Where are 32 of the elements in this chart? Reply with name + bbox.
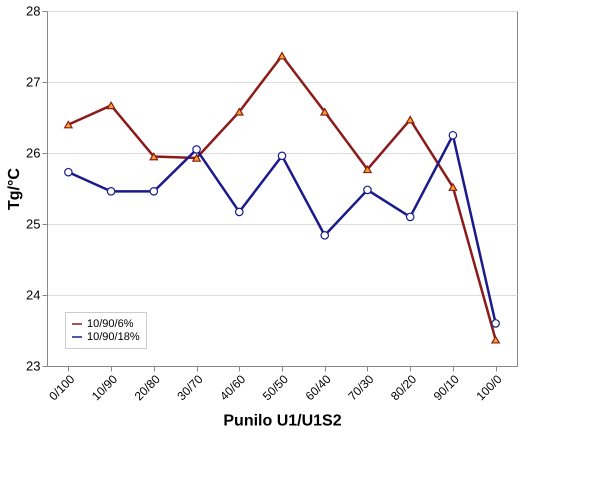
- point: [320, 231, 330, 240]
- point: [278, 52, 286, 60]
- point: [234, 108, 244, 116]
- point: [150, 187, 158, 196]
- legend-label: 10/90/18%: [87, 331, 140, 343]
- y-tick-label: 23: [26, 358, 40, 374]
- point: [448, 183, 458, 191]
- point: [192, 154, 201, 162]
- point: [106, 187, 116, 196]
- point: [320, 108, 330, 116]
- point: [64, 168, 73, 176]
- y-tick-label: 25: [26, 216, 40, 232]
- point: [448, 130, 458, 140]
- legend-label: 10/90/6%: [87, 318, 134, 330]
- point: [192, 145, 201, 154]
- y-tick-label: 24: [26, 288, 40, 302]
- point: [363, 186, 372, 194]
- point: [406, 116, 414, 124]
- point: [363, 166, 372, 174]
- point: [491, 336, 500, 344]
- y-tick-label: 27: [26, 74, 40, 90]
- point: [234, 208, 244, 216]
- point: [150, 152, 158, 160]
- point: [106, 102, 116, 110]
- point: [491, 319, 500, 328]
- y-tick-label: 28: [26, 4, 40, 18]
- point: [64, 120, 73, 128]
- y-axis-title: Tg/°C: [6, 168, 24, 210]
- point: [406, 212, 414, 222]
- x-axis-title: Punilo U1/U1S2: [223, 412, 342, 430]
- point: [278, 152, 286, 160]
- y-tick-label: 26: [26, 146, 40, 160]
